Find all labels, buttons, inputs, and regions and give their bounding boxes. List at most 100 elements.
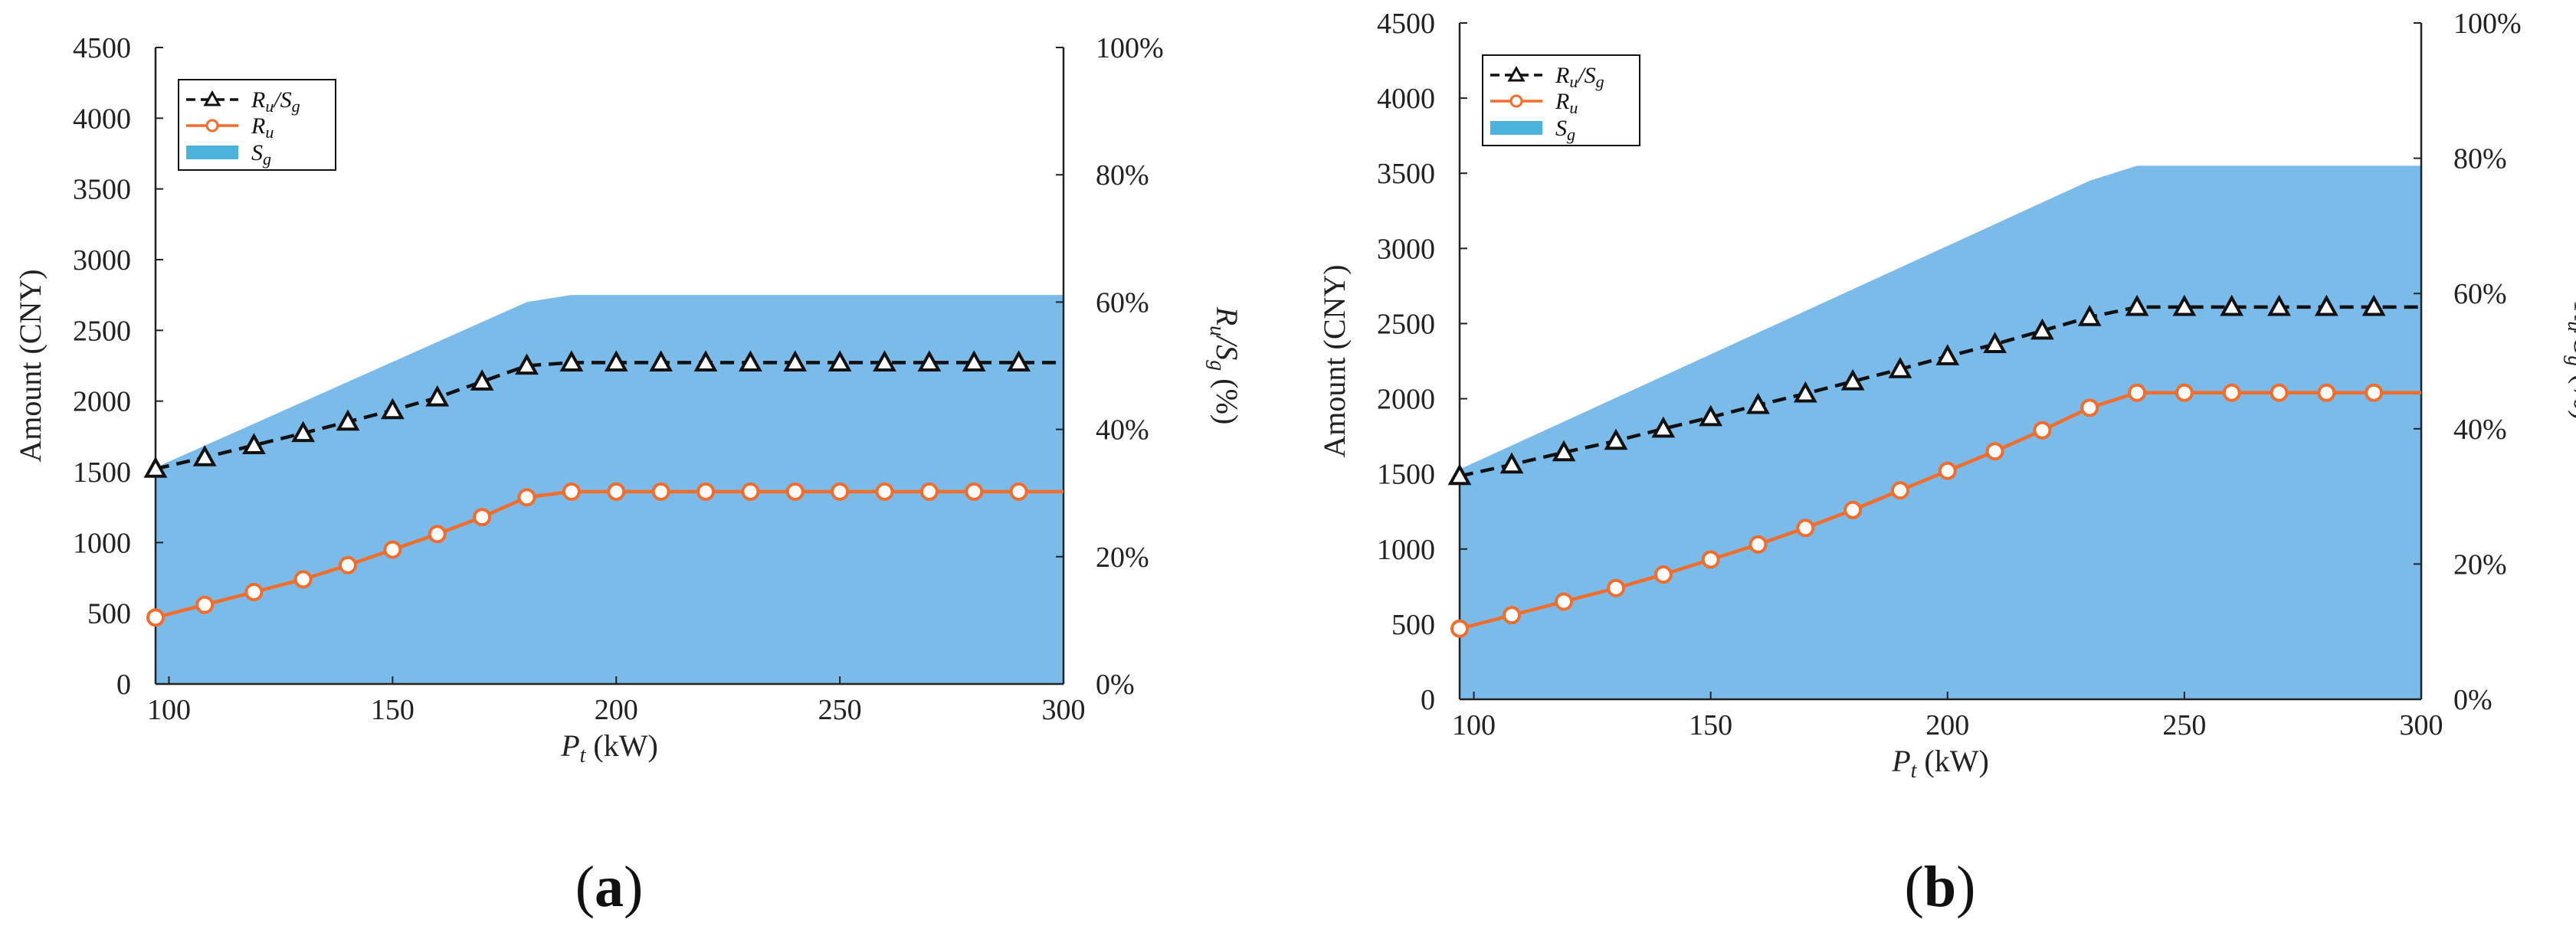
ru-circle-marker	[562, 482, 581, 501]
y2-tick-label: 80%	[1096, 159, 1149, 191]
chart-panel-b: 0 500 1000 1500 2000 2500 3000 3500 4000 4500 0% 20…	[1317, 8, 2576, 919]
ru-circle-marker	[1701, 550, 1720, 569]
ratio-triangle-marker	[1447, 463, 1472, 486]
x-tick-label: 250	[818, 694, 862, 726]
ru-circle-marker	[2365, 383, 2384, 402]
ratio-triangle-marker	[336, 409, 360, 431]
y-tick-label: 3500	[73, 174, 131, 206]
ratio-triangle-marker	[649, 350, 673, 371]
y2-tick-label: 60%	[1096, 286, 1149, 319]
ratio-triangle-marker	[1007, 350, 1031, 371]
y-axis-label: Amount (CNY)	[1317, 264, 1352, 457]
ratio-triangle-marker	[873, 350, 896, 371]
ru-circle-marker	[875, 482, 894, 501]
x-tick-label: 300	[2400, 709, 2443, 741]
x-tick-label: 250	[2162, 709, 2206, 741]
ru-circle-marker	[146, 608, 165, 627]
ratio-triangle-marker	[2361, 294, 2386, 316]
ratio-triangle-marker	[380, 398, 405, 420]
ru-circle-marker	[1653, 565, 1673, 584]
x-tick-label: 200	[1925, 709, 1969, 741]
ru-circle-marker	[383, 540, 402, 559]
ru-circle-marker	[1607, 578, 1626, 597]
ru-circle-marker	[696, 482, 716, 501]
ratio-triangle-marker	[2314, 294, 2338, 316]
ru-circle-marker	[2222, 383, 2241, 402]
x-axis-label: Pt (kW)	[560, 728, 658, 767]
ratio-triangle-marker	[604, 350, 628, 371]
x-tick-label: 300	[1042, 694, 1086, 726]
y2-tick-label: 0%	[1096, 669, 1135, 701]
ru-circle-marker	[517, 488, 536, 507]
ratio-triangle-marker	[1499, 452, 1524, 474]
ru-circle-marker	[2270, 383, 2289, 402]
ratio-triangle-marker	[2077, 304, 2102, 326]
ru-circle-marker	[1009, 482, 1028, 501]
y2-tick-label: 80%	[2453, 143, 2507, 175]
x-tick-label: 100	[1452, 709, 1496, 741]
chart-panel-a: 0 500 1000 1500 2000 2500 3000 3500 4000 4500 0% 20…	[13, 32, 1244, 919]
y2-tick-label: 100%	[2453, 8, 2522, 40]
ratio-triangle-marker	[2125, 294, 2149, 316]
ru-circle-marker	[919, 482, 939, 501]
ratio-triangle-marker	[559, 350, 584, 371]
ru-circle-marker	[1938, 461, 1957, 480]
y-tick-label: 1000	[1377, 534, 1435, 566]
y2-tick-label: 20%	[2453, 548, 2507, 581]
ru-circle-marker	[2080, 398, 2099, 417]
legend-entry-label: Sg	[1555, 116, 1575, 144]
ru-circle-marker	[607, 482, 626, 501]
ratio-triangle-marker	[143, 457, 168, 478]
ratio-triangle-marker	[1699, 404, 1723, 427]
legend-circle-icon	[205, 119, 219, 133]
legend-entry-label: Ru/Sg	[251, 87, 300, 116]
ratio-triangle-marker	[693, 350, 718, 371]
ratio-triangle-marker	[917, 350, 942, 371]
ratio-triangle-marker	[470, 369, 494, 391]
ru-circle-marker	[2317, 383, 2336, 402]
ru-circle-marker	[1844, 500, 1863, 519]
panel-label: (b)	[1905, 855, 1976, 919]
ru-circle-marker	[1796, 519, 1815, 538]
legend-circle-icon	[1509, 94, 1523, 108]
ru-circle-marker	[428, 525, 447, 544]
y-tick-label: 1500	[1377, 459, 1435, 491]
ratio-triangle-marker	[2030, 318, 2054, 340]
ru-circle-marker	[741, 482, 760, 501]
ratio-triangle-marker	[192, 445, 217, 466]
y-tick-label: 0	[1421, 684, 1435, 716]
legend-swatch-sg	[1490, 121, 1542, 135]
y2-tick-label: 60%	[2453, 278, 2507, 310]
ru-circle-marker	[2128, 383, 2147, 402]
x-tick-label: 200	[595, 694, 638, 726]
ratio-triangle-marker	[2172, 294, 2197, 316]
ru-circle-marker	[785, 482, 805, 501]
ru-circle-marker	[473, 508, 492, 527]
ratio-triangle-marker	[2267, 294, 2291, 316]
y-axis-label: Amount (CNY)	[13, 269, 48, 462]
ratio-triangle-marker	[962, 350, 986, 371]
ratio-triangle-marker	[1552, 440, 1576, 462]
y-tick-label: 3000	[1377, 233, 1435, 265]
legend-entry-label: Ru	[251, 113, 274, 142]
y-tick-label: 1500	[73, 457, 131, 489]
y2-tick-label: 20%	[1096, 542, 1149, 574]
ratio-triangle-marker	[242, 433, 266, 454]
ratio-triangle-marker	[291, 421, 316, 443]
legend-entry-label: Ru/Sg	[1555, 63, 1604, 91]
y-tick-label: 4000	[1377, 83, 1435, 115]
x-axis-label: Pt (kW)	[1891, 744, 1989, 783]
ru-circle-marker	[1503, 606, 1522, 625]
ru-circle-marker	[244, 582, 264, 601]
legend-triangle-icon	[203, 90, 221, 106]
y2-tick-label: 40%	[1096, 414, 1149, 447]
y2-tick-label: 100%	[1096, 32, 1164, 64]
y-tick-label: 2500	[1377, 308, 1435, 340]
y-tick-label: 500	[1391, 609, 1435, 641]
ru-circle-marker	[1450, 619, 1469, 638]
y-tick-label: 500	[87, 598, 131, 630]
ru-circle-marker	[2033, 421, 2052, 440]
panel-label: (a)	[575, 855, 644, 919]
ru-circle-marker	[2175, 383, 2194, 402]
